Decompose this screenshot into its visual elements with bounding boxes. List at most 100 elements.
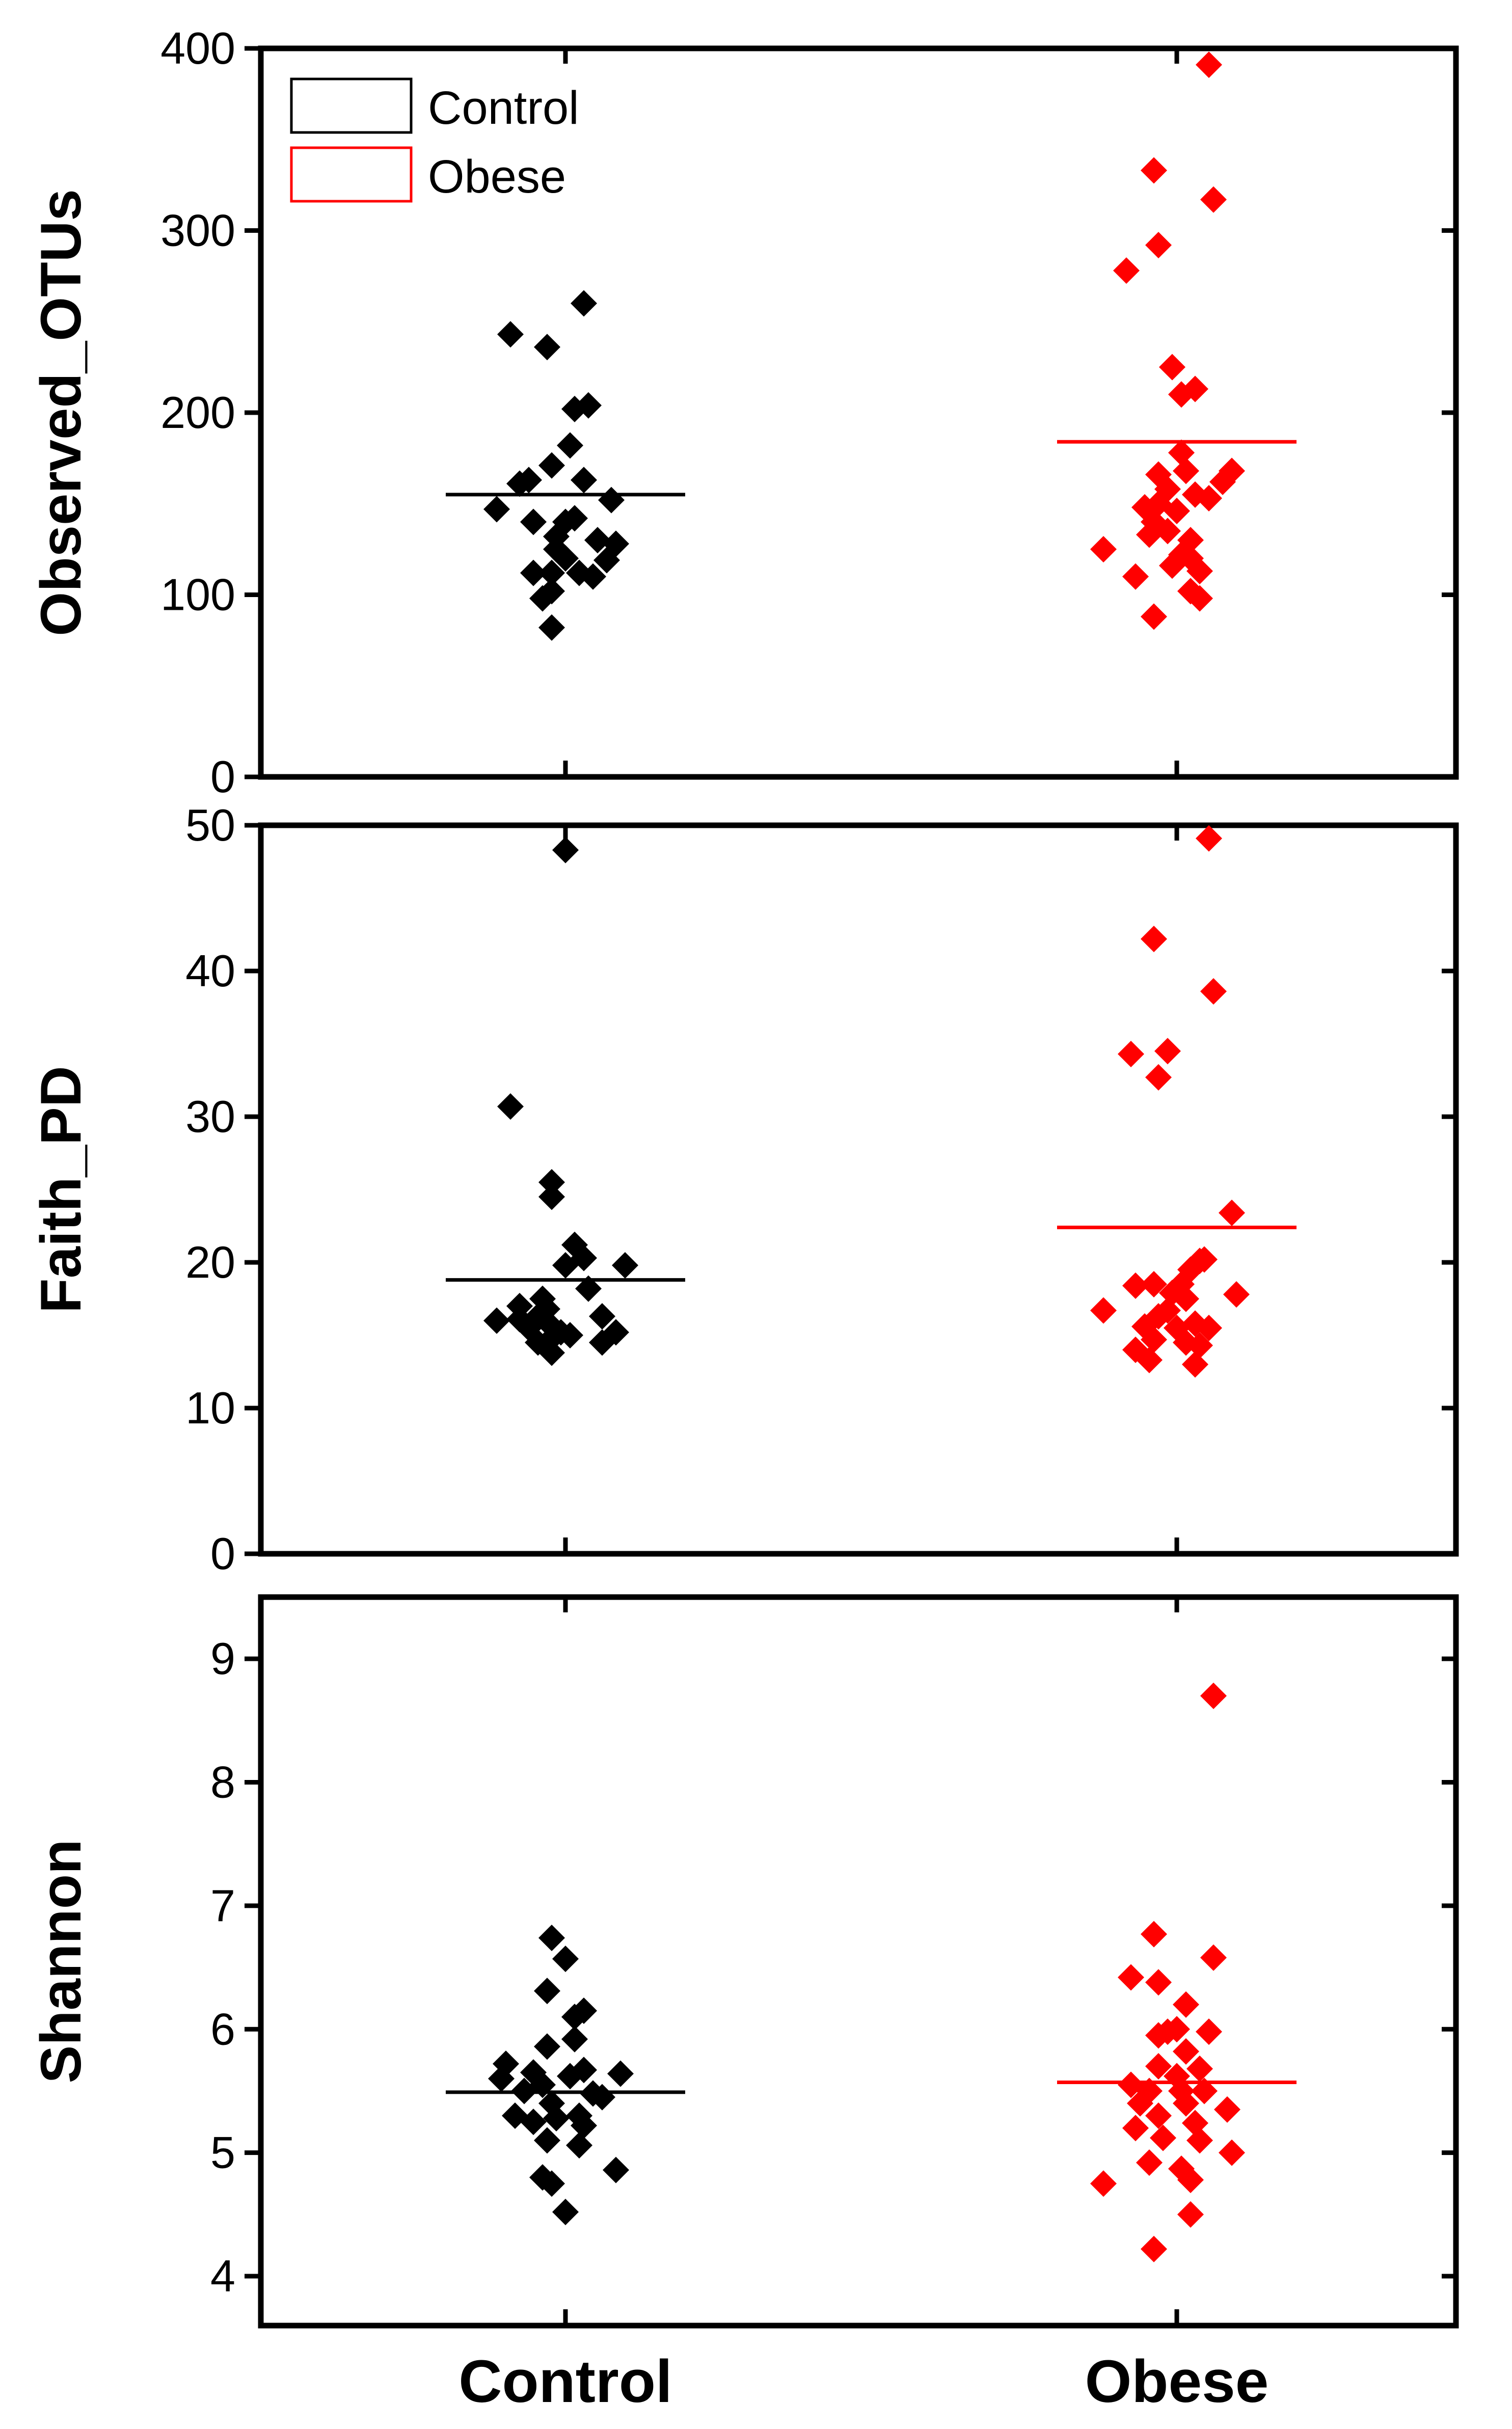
data-point-control [516, 467, 542, 494]
data-point-control [552, 836, 579, 863]
data-point-obese [1164, 2016, 1190, 2043]
data-point-obese [1141, 1326, 1167, 1353]
data-point-obese [1145, 2102, 1172, 2129]
x-category-control: Control [458, 2348, 672, 2415]
data-point-obese [1141, 603, 1167, 630]
y-tick-label: 0 [210, 1528, 235, 1579]
data-point-obese [1219, 2139, 1245, 2166]
data-point-obese [1173, 2090, 1199, 2117]
data-point-control [571, 290, 597, 317]
data-point-obese [1186, 1332, 1213, 1359]
data-point-obese [1122, 2115, 1149, 2142]
y-tick-label: 8 [210, 1757, 235, 1807]
data-point-control [538, 452, 565, 479]
plot-frame [258, 822, 1459, 1557]
data-point-obese [1173, 1285, 1199, 1312]
legend-label-control: Control [428, 82, 579, 134]
data-point-obese [1159, 552, 1185, 579]
data-point-obese [1127, 2090, 1153, 2117]
data-point-control [534, 334, 560, 361]
data-point-control [589, 1329, 615, 1356]
data-point-control [571, 2112, 597, 2139]
y-ticks [245, 46, 1456, 779]
data-point-control [483, 1307, 510, 1334]
x-category-obese: Obese [1085, 2348, 1269, 2415]
data-point-obese [1150, 2124, 1176, 2151]
data-point-obese [1141, 2235, 1167, 2262]
data-point-obese [1173, 457, 1199, 484]
mean-lines [446, 440, 1297, 497]
data-point-control [612, 1252, 638, 1279]
data-point-obese [1186, 2127, 1213, 2154]
data-point-control [538, 614, 565, 641]
data-point-obese [1118, 1041, 1144, 1068]
data-point-control [575, 392, 602, 419]
data-point-control [538, 2170, 565, 2197]
y-tick-label: 400 [160, 23, 235, 73]
data-point-obese [1209, 468, 1236, 495]
data-point-obese [1200, 1682, 1227, 1709]
data-point-obese [1154, 1038, 1181, 1065]
data-point-obese [1191, 2077, 1218, 2104]
data-point-control [598, 487, 625, 514]
y-tick-label: 6 [210, 2004, 235, 2054]
y-tick-label: 100 [160, 570, 235, 620]
y-tick-label: 9 [210, 1633, 235, 1684]
y-axis-title: Observed_OTUs [29, 189, 93, 636]
data-point-obese [1164, 498, 1190, 525]
data-point-control [571, 467, 597, 494]
data-point-control [497, 321, 524, 348]
data-point-control [520, 508, 547, 535]
y-axis-title: Faith_PD [29, 1066, 93, 1313]
data-point-obese [1196, 51, 1222, 78]
mean-lines [446, 2081, 1297, 2094]
data-point-obese [1186, 2055, 1213, 2082]
data-point-control [538, 1169, 565, 1196]
data-point-control [561, 2026, 588, 2053]
data-point-obese [1136, 2149, 1163, 2176]
y-tick-labels: 4 5 6 7 8 9 [210, 1633, 235, 2301]
data-point-obese [1159, 354, 1185, 381]
y-tick-label: 200 [160, 387, 235, 438]
data-point-obese [1182, 1351, 1208, 1378]
data-point-obese [1196, 2018, 1222, 2045]
data-point-control [593, 547, 620, 574]
data-point-control [497, 1093, 524, 1120]
data-point-control [520, 559, 547, 586]
data-point-control [534, 2033, 560, 2060]
data-point-control [488, 2065, 515, 2092]
data-point-control [589, 1303, 615, 1330]
data-point-control [520, 2109, 547, 2136]
data-point-control [575, 1275, 602, 1302]
data-point-obese [1113, 257, 1140, 284]
mean-lines [446, 1225, 1297, 1282]
data-point-control [580, 563, 606, 590]
data-point-control [534, 2127, 560, 2154]
data-point-control [552, 545, 579, 572]
data-point-control [561, 2004, 588, 2031]
data-point-obese [1118, 1964, 1144, 1991]
legend-label-obese: Obese [428, 151, 566, 203]
data-point-obese [1090, 1297, 1117, 1324]
data-point-control [538, 578, 565, 605]
data-points [488, 1682, 1245, 2262]
data-point-control [538, 1183, 565, 1210]
data-points [483, 825, 1250, 1378]
data-point-obese [1141, 926, 1167, 953]
data-point-control [534, 1978, 560, 2005]
data-point-control [557, 432, 583, 459]
y-tick-label: 20 [185, 1237, 235, 1287]
data-point-obese [1145, 232, 1172, 259]
data-point-obese [1136, 1346, 1163, 1373]
data-point-control [566, 2132, 592, 2159]
data-point-obese [1122, 563, 1149, 590]
data-point-control [552, 2199, 579, 2226]
data-point-control [561, 505, 588, 532]
data-point-obese [1219, 1199, 1245, 1226]
y-tick-label: 10 [185, 1383, 235, 1433]
data-point-control [538, 1924, 565, 1951]
data-point-obese [1177, 2201, 1204, 2228]
data-point-obese [1177, 2167, 1204, 2193]
panel-observed-otus: 0 100 200 300 400 Observed_OTUs Control Obes… [29, 23, 1459, 802]
